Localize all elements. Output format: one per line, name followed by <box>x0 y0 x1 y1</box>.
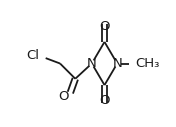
Text: Cl: Cl <box>27 49 40 62</box>
Text: N: N <box>87 57 97 70</box>
Text: O: O <box>99 20 110 33</box>
Text: N: N <box>112 57 122 70</box>
Text: O: O <box>99 94 110 107</box>
Text: O: O <box>58 90 69 103</box>
Text: CH₃: CH₃ <box>135 57 159 70</box>
